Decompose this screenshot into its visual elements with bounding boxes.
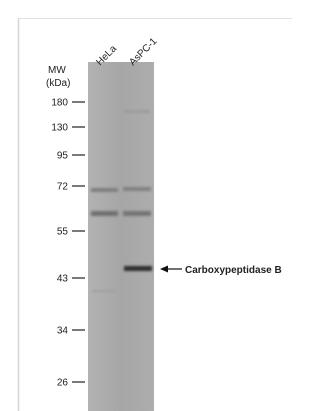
band-target <box>124 266 152 271</box>
band <box>123 187 151 191</box>
mw-label: MW <box>48 65 66 76</box>
band-label: Carboxypeptidase B <box>185 265 282 276</box>
marker-label: 55 <box>57 227 69 238</box>
band <box>124 110 150 113</box>
blot-figure: HeLa AsPC-1 MW (kDa) 180130957255433426 … <box>0 0 310 411</box>
marker-label: 95 <box>57 151 69 162</box>
band <box>91 188 118 192</box>
marker-label: 130 <box>51 123 68 134</box>
band <box>91 211 118 216</box>
band <box>92 290 116 292</box>
marker-label: 43 <box>57 274 69 285</box>
marker-ladder: 180 130 95 72 55 43 34 26 <box>51 98 85 389</box>
arrow-head <box>160 266 168 273</box>
mw-unit: (kDa) <box>46 78 70 89</box>
marker-label: 34 <box>57 326 69 337</box>
band <box>123 211 151 216</box>
marker-label: 72 <box>57 182 69 193</box>
gel <box>88 62 154 411</box>
marker-label: 180 <box>51 98 68 109</box>
marker-label: 26 <box>57 378 69 389</box>
